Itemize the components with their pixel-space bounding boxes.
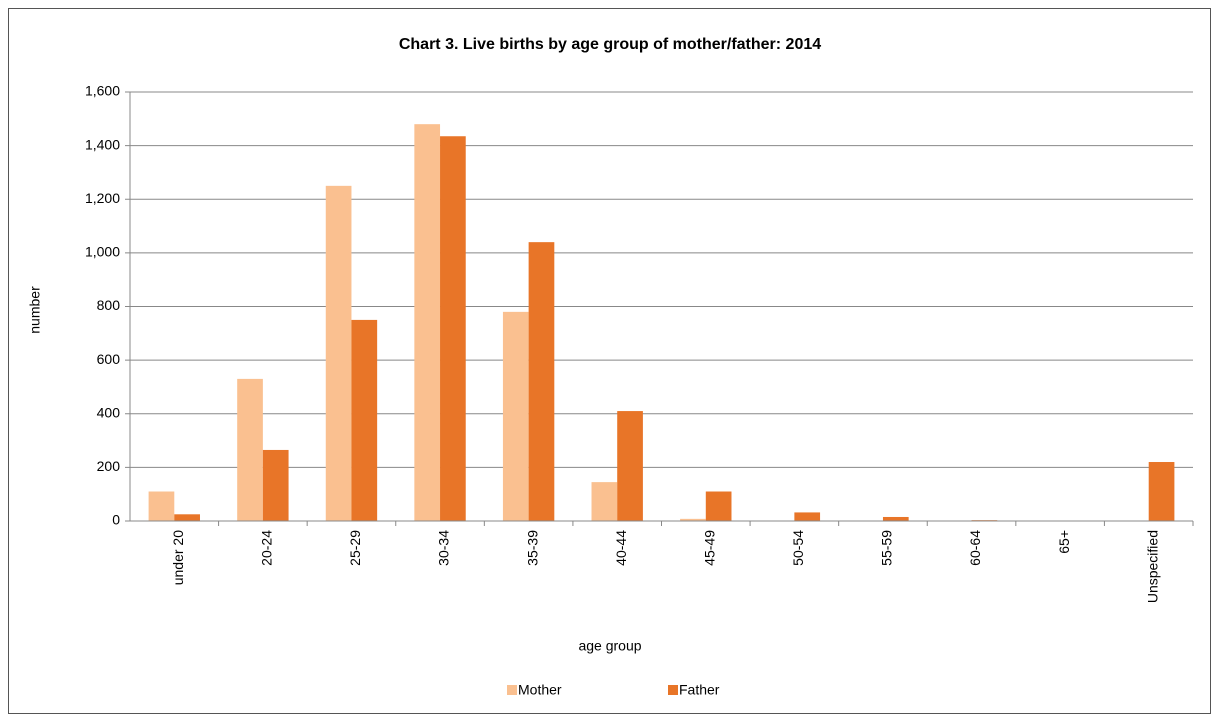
bar — [414, 124, 440, 521]
bar — [263, 450, 289, 521]
bar — [1149, 462, 1175, 521]
x-tick-label: 45-49 — [701, 530, 717, 566]
bar — [617, 411, 643, 521]
y-tick-label: 1,600 — [85, 83, 120, 99]
y-tick-label: 1,200 — [85, 190, 120, 206]
x-tick-label: 40-44 — [613, 530, 629, 566]
y-tick-label: 0 — [112, 512, 120, 528]
x-tick-label: 65+ — [1056, 530, 1072, 554]
x-tick-label: Unspecified — [1144, 530, 1160, 603]
x-tick-label: 50-54 — [790, 530, 806, 566]
legend-label: Mother — [518, 682, 562, 698]
x-tick-label: 25-29 — [347, 530, 363, 566]
x-tick-label: 30-34 — [436, 530, 452, 566]
y-tick-label: 400 — [97, 404, 121, 420]
bar — [503, 312, 529, 521]
y-axis-label: number — [27, 286, 43, 334]
y-tick-label: 600 — [97, 351, 121, 367]
x-tick-label: 20-24 — [259, 530, 275, 566]
y-tick-label: 800 — [97, 297, 121, 313]
chart-title: Chart 3. Live births by age group of mot… — [399, 36, 821, 53]
bar — [529, 242, 555, 521]
bar — [326, 186, 352, 521]
y-tick-label: 200 — [97, 458, 121, 474]
bar — [592, 482, 618, 521]
bar — [149, 492, 175, 521]
y-tick-label: 1,000 — [85, 244, 120, 260]
x-tick-label: under 20 — [170, 530, 186, 585]
bar — [794, 512, 820, 521]
chart-border — [9, 9, 1211, 714]
x-tick-label: 55-59 — [879, 530, 895, 566]
bar — [237, 379, 263, 521]
x-tick-label: 60-64 — [967, 530, 983, 566]
legend-label: Father — [679, 682, 720, 698]
y-tick-label: 1,400 — [85, 136, 120, 152]
bar — [706, 492, 732, 521]
x-tick-label: 35-39 — [524, 530, 540, 566]
bar — [351, 320, 377, 521]
legend-swatch — [668, 685, 678, 695]
bar — [440, 136, 466, 521]
x-axis-label: age group — [578, 638, 641, 654]
bar — [174, 514, 200, 521]
legend-swatch — [507, 685, 517, 695]
bar — [883, 517, 909, 521]
